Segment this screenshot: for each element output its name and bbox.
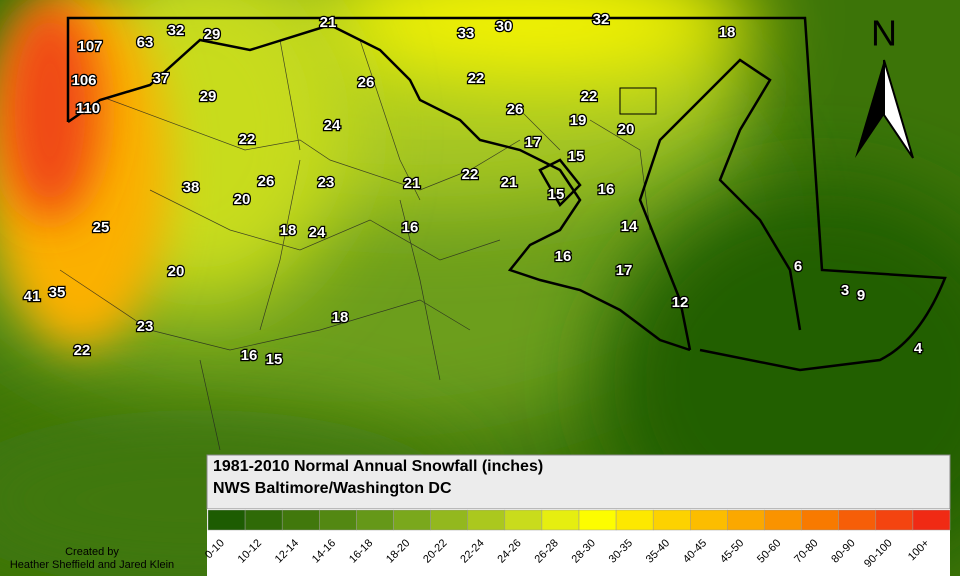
state-border <box>66 16 947 372</box>
station-value: 20 <box>618 121 635 138</box>
station-value: 16 <box>241 347 258 364</box>
station-value: 35 <box>49 284 66 301</box>
station-value: 22 <box>74 342 91 359</box>
county-lines <box>59 39 651 451</box>
legend-swatch <box>764 509 802 531</box>
legend-panel: 1981-2010 Normal Annual Snowfall (inches… <box>203 454 951 576</box>
station-value: 9 <box>857 287 865 304</box>
station-value: 30 <box>496 18 513 35</box>
station-value: 38 <box>183 179 200 196</box>
legend-swatch <box>504 509 543 531</box>
legend-swatch <box>875 509 914 531</box>
legend-swatch <box>393 509 431 531</box>
legend-swatch <box>912 509 951 531</box>
north-label: N <box>871 13 897 54</box>
credit-line: Created by <box>65 546 119 558</box>
station-value: 16 <box>402 219 419 236</box>
station-value: 32 <box>168 22 185 39</box>
subtitle: NWS Baltimore/Washington DC <box>213 480 452 497</box>
legend-swatch <box>727 509 765 531</box>
station-value: 6 <box>794 258 802 275</box>
legend-swatch <box>615 509 654 531</box>
station-value: 41 <box>24 288 41 305</box>
station-value: 20 <box>234 191 251 208</box>
legend-swatch <box>801 509 839 531</box>
station-value: 22 <box>462 166 479 183</box>
station-value: 4 <box>914 340 923 357</box>
legend-swatch <box>356 509 394 531</box>
station-value: 110 <box>76 100 100 117</box>
station-value: 17 <box>616 262 633 279</box>
legend-swatch <box>838 509 877 531</box>
station-value: 32 <box>593 11 610 28</box>
station-value: 15 <box>548 186 565 203</box>
station-value: 18 <box>280 222 297 239</box>
station-value: 3 <box>841 282 849 299</box>
station-value: 23 <box>137 318 154 335</box>
legend-swatch <box>652 509 691 531</box>
station-value: 19 <box>570 112 587 129</box>
legend-swatch <box>244 509 283 531</box>
station-value: 23 <box>318 174 335 191</box>
legend-swatch <box>319 509 357 531</box>
north-arrow: N <box>855 13 914 159</box>
legend-swatch <box>467 509 506 531</box>
station-value: 26 <box>258 173 275 190</box>
station-value: 14 <box>621 218 638 235</box>
station-value: 12 <box>672 294 689 311</box>
station-value: 15 <box>266 351 283 368</box>
station-value: 22 <box>468 70 485 87</box>
station-value: 17 <box>525 134 542 151</box>
station-value: 29 <box>204 26 221 43</box>
station-value: 24 <box>324 117 341 134</box>
station-value: 21 <box>501 174 518 191</box>
title: 1981-2010 Normal Annual Snowfall (inches… <box>213 458 543 475</box>
legend-swatch <box>430 509 468 531</box>
legend-swatch <box>207 509 246 531</box>
station-value: 18 <box>332 309 349 326</box>
station-value: 16 <box>598 181 615 198</box>
station-value: 33 <box>458 25 475 42</box>
legend-swatch <box>578 509 617 531</box>
legend-swatch <box>690 509 728 531</box>
station-value: 15 <box>568 148 585 165</box>
credit-line: Heather Sheffield and Jared Klein <box>10 559 174 571</box>
station-value: 22 <box>239 131 256 148</box>
station-value: 22 <box>581 88 598 105</box>
station-value: 106 <box>71 72 96 89</box>
station-value: 25 <box>93 219 110 236</box>
station-value: 16 <box>555 248 572 265</box>
station-value: 24 <box>309 224 326 241</box>
station-value: 37 <box>153 70 170 87</box>
station-value: 21 <box>320 14 337 31</box>
station-value: 21 <box>404 175 421 192</box>
station-value: 26 <box>358 74 375 91</box>
station-value: 63 <box>137 34 154 51</box>
station-value: 107 <box>77 38 102 55</box>
station-value: 29 <box>200 88 217 105</box>
station-value: 26 <box>507 101 524 118</box>
legend-swatch <box>541 509 580 531</box>
station-value: 18 <box>719 24 736 41</box>
legend-swatch <box>281 509 320 531</box>
station-value: 20 <box>168 263 185 280</box>
